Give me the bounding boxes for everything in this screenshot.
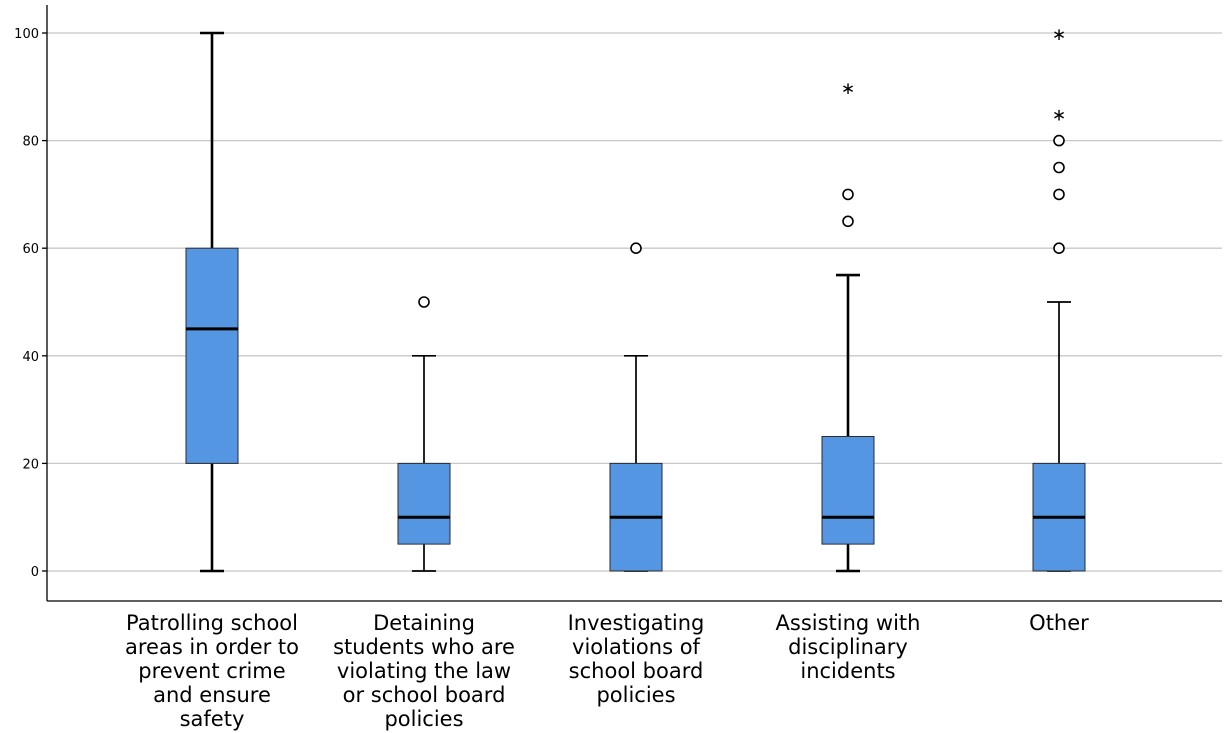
- outlier-point: [842, 215, 854, 228]
- category-label-line: prevent crime: [138, 659, 285, 683]
- category-label-line: violating the law: [337, 659, 511, 683]
- category-label-2: Detaining students who are violating the l…: [333, 611, 515, 731]
- box-group-3: [609, 242, 663, 572]
- box-group-1: [185, 31, 239, 573]
- category-label-line: students who are: [333, 635, 515, 659]
- category-label-5: Other: [1029, 611, 1089, 635]
- y-axis-ticks: 0 20 40 60 80 100: [14, 27, 47, 580]
- category-label-line: violations of: [572, 635, 701, 659]
- ytick-label-0: 0: [31, 565, 39, 580]
- boxes: ∗∗∗: [185, 25, 1086, 573]
- outlier-point: [630, 242, 642, 254]
- outlier-point: [1053, 161, 1065, 174]
- ytick-label-100: 100: [14, 27, 39, 42]
- box-group-4: ∗: [821, 79, 875, 573]
- category-label-line: areas in order to: [125, 635, 299, 659]
- category-label-line: school board: [569, 659, 704, 683]
- extreme-point: ∗: [1052, 25, 1066, 45]
- category-label-3: Investigating violations of school board po…: [568, 611, 705, 707]
- outlier-point: [1053, 188, 1065, 201]
- category-label-line: policies: [384, 707, 463, 731]
- category-label-line: Patrolling school: [126, 611, 298, 635]
- category-label-line: or school board: [343, 683, 506, 707]
- x-axis-labels: Patrolling school areas in order to preven…: [125, 611, 1089, 731]
- outlier-point: [1053, 242, 1065, 254]
- category-label-4: Assisting with disciplinary incidents: [776, 611, 921, 683]
- iqr-box: [821, 436, 875, 545]
- category-label-line: Investigating: [568, 611, 705, 635]
- ytick-label-20: 20: [22, 457, 39, 472]
- box-group-2: [397, 296, 451, 572]
- category-label-line: Assisting with: [776, 611, 921, 635]
- category-label-line: Other: [1029, 611, 1089, 635]
- category-label-line: disciplinary: [788, 635, 908, 659]
- category-label-1: Patrolling school areas in order to preven…: [125, 611, 299, 731]
- outlier-point: [1053, 134, 1065, 147]
- extreme-point: ∗: [841, 79, 855, 99]
- extreme-point: ∗: [1052, 106, 1066, 126]
- category-label-line: Detaining: [373, 611, 475, 635]
- iqr-box: [397, 462, 451, 545]
- outlier-point: [418, 296, 430, 308]
- category-label-line: and ensure: [153, 683, 271, 707]
- box-group-5: ∗∗: [1032, 25, 1086, 572]
- category-label-line: safety: [180, 707, 245, 731]
- outlier-point: [842, 188, 854, 201]
- category-label-line: incidents: [800, 659, 895, 683]
- ytick-label-80: 80: [22, 135, 39, 150]
- category-label-line: policies: [596, 683, 675, 707]
- iqr-box: [185, 247, 239, 464]
- ytick-label-40: 40: [22, 350, 39, 365]
- ytick-label-60: 60: [22, 242, 39, 257]
